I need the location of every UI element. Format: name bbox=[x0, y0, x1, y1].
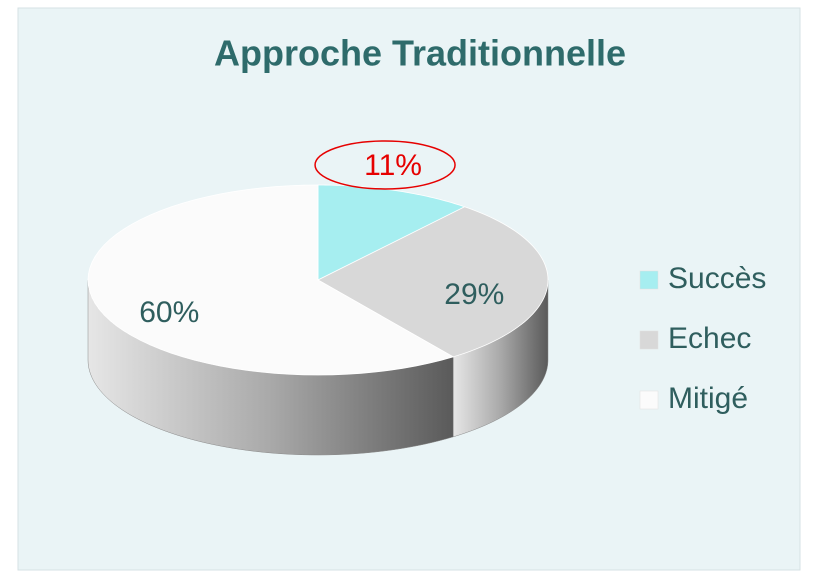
data-label: 60% bbox=[139, 296, 199, 329]
legend-label: Mitigé bbox=[668, 382, 748, 415]
slice bbox=[317, 184, 466, 281]
slice bbox=[317, 206, 549, 358]
legend-swatch bbox=[639, 330, 659, 350]
highlight-ellipse bbox=[314, 140, 456, 190]
legend-swatch bbox=[639, 270, 659, 290]
data-label: 11% bbox=[364, 149, 422, 182]
legend-swatch bbox=[639, 390, 659, 410]
chart-title: Approche Traditionnelle bbox=[214, 33, 626, 74]
legend-label: Succès bbox=[668, 262, 766, 295]
data-label: 29% bbox=[444, 278, 504, 311]
slice bbox=[87, 184, 455, 376]
legend-label: Echec bbox=[668, 322, 751, 355]
